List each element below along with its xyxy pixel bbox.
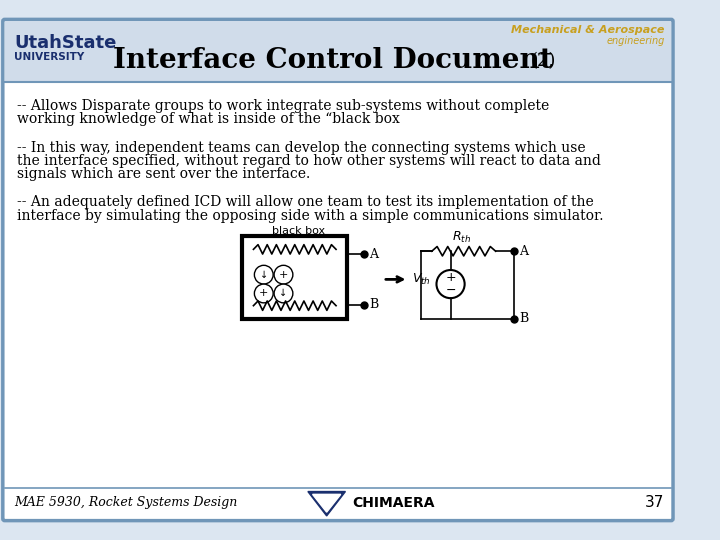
Text: black box: black box	[272, 226, 325, 235]
Text: MAE 5930, Rocket Systems Design: MAE 5930, Rocket Systems Design	[14, 496, 238, 509]
Text: the interface specified, without regard to how other systems will react to data : the interface specified, without regard …	[17, 154, 600, 168]
Text: UtahState: UtahState	[14, 34, 117, 52]
Text: $R_{th}$: $R_{th}$	[452, 230, 472, 245]
Circle shape	[254, 284, 273, 303]
Text: ↓: ↓	[260, 269, 268, 280]
Circle shape	[274, 284, 293, 303]
Text: +: +	[445, 271, 456, 284]
Text: Interface Control Document: Interface Control Document	[114, 47, 553, 74]
Text: B: B	[369, 298, 378, 311]
Text: $V_{th}$: $V_{th}$	[412, 272, 431, 287]
Text: 37: 37	[645, 495, 665, 510]
Text: +: +	[279, 269, 288, 280]
Circle shape	[274, 265, 293, 284]
Text: Mechanical & Aerospace: Mechanical & Aerospace	[511, 25, 665, 35]
Text: interface by simulating the opposing side with a simple communications simulator: interface by simulating the opposing sid…	[17, 208, 603, 222]
Text: -- An adequately defined ICD will allow one team to test its implementation of t: -- An adequately defined ICD will allow …	[17, 195, 594, 210]
Bar	[5, 21, 671, 82]
Circle shape	[254, 265, 273, 284]
Text: −: −	[445, 284, 456, 297]
Text: +: +	[259, 288, 269, 299]
Text: A: A	[519, 245, 528, 258]
Polygon shape	[308, 491, 346, 516]
Text: CHIMAERA: CHIMAERA	[352, 496, 434, 510]
Text: -- In this way, independent teams can develop the connecting systems which use: -- In this way, independent teams can de…	[17, 141, 585, 155]
Text: working knowledge of what is inside of the “black box: working knowledge of what is inside of t…	[17, 112, 400, 126]
FancyBboxPatch shape	[3, 19, 673, 521]
Circle shape	[436, 270, 464, 298]
Bar	[242, 236, 347, 319]
Text: A: A	[369, 247, 378, 260]
Polygon shape	[312, 494, 341, 512]
Text: UNIVERSITY: UNIVERSITY	[14, 52, 84, 62]
Text: ↓: ↓	[279, 288, 287, 299]
Text: B: B	[519, 312, 528, 325]
Text: (2): (2)	[531, 52, 556, 70]
Text: -- Allows Disparate groups to work integrate sub-systems without complete: -- Allows Disparate groups to work integ…	[17, 99, 549, 113]
Text: signals which are sent over the interface.: signals which are sent over the interfac…	[17, 167, 310, 181]
Text: engineering: engineering	[606, 36, 665, 46]
